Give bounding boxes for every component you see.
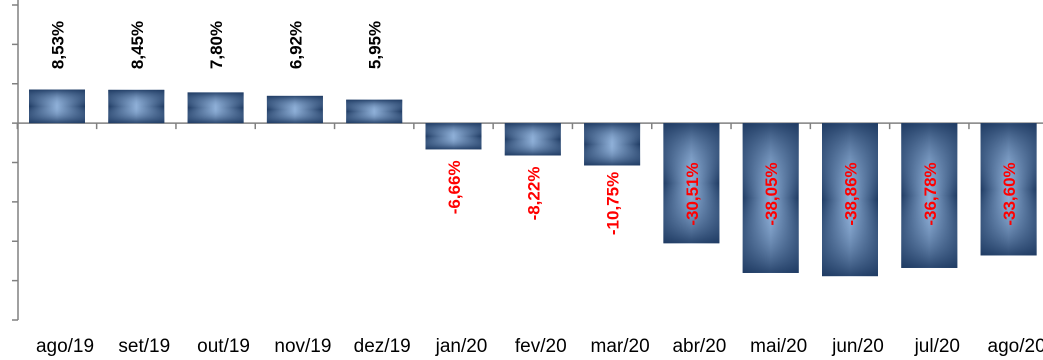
bar-shade [822,123,878,277]
axes [12,0,1043,321]
data-label: -8,22% [524,167,543,221]
bar-shade [504,123,561,156]
bar-set-19 [108,89,165,124]
bar-mar-20 [584,123,641,166]
bar-shade [901,123,958,268]
bar-shade [266,95,323,124]
bar-shade [346,99,403,124]
x-tick-label: out/19 [197,336,250,357]
data-label: -33,60% [1000,162,1019,225]
bar-shade [425,123,482,150]
x-tick-label: jul/20 [914,336,960,357]
bar-jan-20 [425,123,482,150]
bar-mai-20 [742,123,799,273]
x-tick-label: ago/20 [988,336,1043,357]
x-tick-label: jan/20 [435,336,488,357]
bar-shade [29,89,85,124]
x-tick-label: mar/20 [591,336,650,357]
x-tick-label: jun/20 [831,336,884,357]
data-label: 8,53% [49,21,68,69]
x-tick-label: mai/20 [750,336,807,357]
data-label: -6,66% [445,160,464,214]
data-label: 8,45% [128,21,147,69]
data-labels: 8,53% 8,45% 7,80% 6,92% 5,95% -6,66% -8,22% -10… [49,21,1020,235]
bar-fev-20 [504,123,561,156]
bar-shade [108,89,165,124]
bar-shade [980,123,1037,256]
x-tick-label: nov/19 [274,336,331,357]
bar-shade [663,123,720,244]
x-tick-label: ago/19 [36,336,94,357]
x-tick-label: dez/19 [354,336,411,357]
bar-nov-19 [266,95,323,124]
bar-jul-20 [901,123,958,268]
x-tick-label: set/19 [118,336,170,357]
bar-jun-20 [822,123,878,277]
data-label: -38,05% [762,162,781,225]
bar-abr-20 [663,123,720,244]
data-label: 7,80% [207,21,226,69]
x-tick-labels: ago/19 set/19 out/19 nov/19 dez/19 jan/20 fev/… [36,336,1043,357]
data-label: -38,86% [842,162,861,225]
data-label: -30,51% [683,162,702,225]
bar-out-19 [187,92,244,124]
bar-shade [742,123,799,273]
bar-dez-19 [346,99,403,124]
data-label: 6,92% [286,21,305,69]
bar-ago-20 [980,123,1037,256]
data-label: 5,95% [366,21,385,69]
x-tick-label: fev/20 [515,336,567,357]
data-label: -10,75% [604,172,623,235]
x-tick-label: abr/20 [672,336,726,357]
bar-ago-19 [29,89,85,124]
data-label: -36,78% [921,162,940,225]
bars [29,89,1037,277]
bar-shade [187,92,244,124]
bar-shade [584,123,641,166]
